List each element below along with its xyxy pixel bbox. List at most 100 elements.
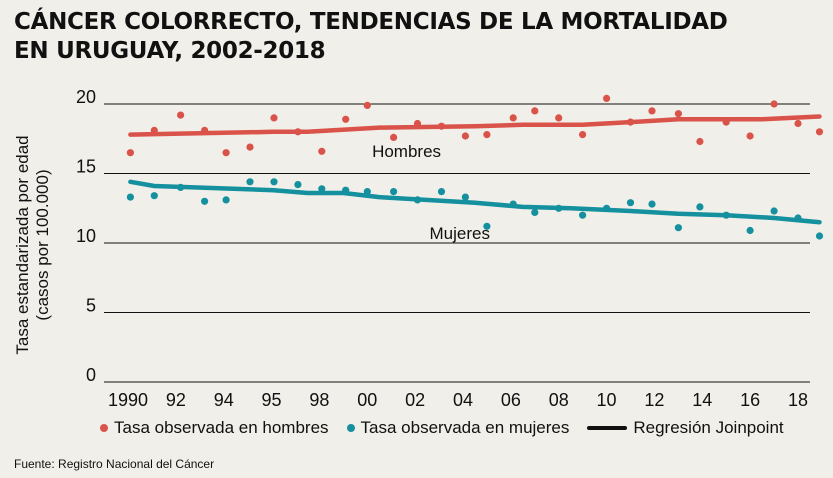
annotation-1: Mujeres bbox=[430, 224, 490, 243]
men-point-16 bbox=[509, 114, 517, 122]
women-point-18 bbox=[555, 204, 563, 212]
women-point-6 bbox=[270, 178, 278, 186]
women-point-16 bbox=[509, 200, 517, 208]
x-tick-94: 94 bbox=[214, 390, 234, 410]
y-tick-15: 15 bbox=[76, 157, 96, 177]
women-point-9 bbox=[342, 186, 350, 194]
y-tick-labels: 0 5 10 15 20 bbox=[76, 87, 96, 385]
legend-women-label: Tasa observada en mujeres bbox=[360, 418, 570, 437]
men-point-5 bbox=[246, 143, 254, 151]
men-point-8 bbox=[318, 147, 326, 155]
x-tick-labels: 1990 92 94 95 98 00 02 04 06 08 10 12 14 16 18 bbox=[108, 390, 808, 410]
regression-lines bbox=[128, 114, 822, 225]
men-point-22 bbox=[648, 107, 656, 115]
x-tick-98: 98 bbox=[309, 390, 329, 410]
y-tick-20: 20 bbox=[76, 87, 96, 107]
chart-title-line1: CÁNCER COLORRECTO, TENDENCIAS DE LA MORT… bbox=[14, 9, 728, 35]
women-point-11 bbox=[390, 188, 398, 196]
women-point-4 bbox=[222, 196, 230, 204]
men-point-23 bbox=[674, 110, 683, 118]
x-tick-1990: 1990 bbox=[108, 390, 148, 410]
women-point-7 bbox=[294, 181, 302, 189]
chart-title-line2: EN URUGUAY, 2002-2018 bbox=[14, 38, 326, 64]
y-axis-label-line1: Tasa estandarizada por edad bbox=[13, 135, 32, 354]
men-point-27 bbox=[770, 100, 778, 108]
men-point-0 bbox=[126, 149, 134, 157]
women-point-28 bbox=[794, 214, 802, 222]
x-tick-02: 02 bbox=[405, 390, 425, 410]
men-point-26 bbox=[746, 132, 754, 140]
women-point-21 bbox=[626, 199, 635, 207]
men-point-24 bbox=[696, 137, 704, 146]
legend-item-regression: Regresión Joinpoint bbox=[587, 418, 784, 438]
x-tick-12: 12 bbox=[644, 390, 664, 410]
y-tick-10: 10 bbox=[76, 226, 96, 246]
x-tick-10: 10 bbox=[597, 390, 617, 410]
legend-women-dot bbox=[346, 424, 355, 432]
men-point-15 bbox=[483, 131, 491, 139]
men-point-11 bbox=[390, 133, 398, 141]
women-point-0 bbox=[126, 193, 134, 201]
source-note: Fuente: Registro Nacional del Cáncer bbox=[14, 457, 215, 471]
men-point-9 bbox=[342, 115, 350, 123]
men-point-4 bbox=[222, 149, 230, 157]
x-tick-16: 16 bbox=[740, 390, 760, 410]
women-point-15 bbox=[483, 222, 491, 230]
men-point-20 bbox=[603, 94, 611, 102]
women-point-26 bbox=[746, 226, 754, 235]
men-point-3 bbox=[201, 126, 209, 134]
women-point-10 bbox=[363, 188, 371, 196]
men-point-12 bbox=[413, 119, 422, 128]
men-point-7 bbox=[294, 128, 302, 136]
women-point-3 bbox=[201, 197, 209, 205]
men-point-13 bbox=[437, 122, 446, 130]
men-point-17 bbox=[531, 107, 539, 115]
women-point-14 bbox=[461, 193, 469, 201]
men-point-19 bbox=[579, 131, 587, 139]
men-point-29 bbox=[815, 128, 824, 136]
annotation-0: Hombres bbox=[372, 142, 441, 161]
x-tick-06: 06 bbox=[501, 390, 521, 410]
men-point-1 bbox=[150, 126, 158, 134]
women-point-1 bbox=[150, 192, 158, 200]
chart-title: CÁNCER COLORRECTO, TENDENCIAS DE LA MORT… bbox=[14, 8, 814, 66]
women-point-20 bbox=[603, 204, 611, 212]
women-point-2 bbox=[177, 183, 185, 191]
x-tick-14: 14 bbox=[692, 390, 712, 410]
regression-line-regression_women bbox=[128, 179, 822, 225]
x-tick-00: 00 bbox=[357, 390, 377, 410]
legend-regression-swatch bbox=[587, 426, 628, 430]
x-tick-08: 08 bbox=[549, 390, 569, 410]
y-tick-0: 0 bbox=[86, 365, 96, 385]
observed-points bbox=[126, 94, 824, 240]
men-point-25 bbox=[722, 118, 730, 126]
series-annotations: Hombres Mujeres bbox=[372, 142, 490, 243]
women-point-24 bbox=[696, 203, 704, 211]
men-point-28 bbox=[794, 119, 802, 128]
men-point-6 bbox=[270, 114, 278, 122]
women-point-19 bbox=[579, 211, 587, 219]
men-point-2 bbox=[177, 111, 185, 119]
legend-regression-label: Regresión Joinpoint bbox=[633, 418, 784, 437]
y-tick-5: 5 bbox=[86, 296, 96, 316]
y-axis-label-line2: (casos por 100.000) bbox=[33, 169, 52, 320]
regression-line-regression_men bbox=[128, 114, 822, 137]
legend: Tasa observada en hombres Tasa observada… bbox=[100, 418, 784, 438]
grid-lines bbox=[104, 103, 810, 383]
women-point-29 bbox=[815, 232, 824, 240]
women-point-5 bbox=[246, 178, 254, 186]
men-point-10 bbox=[363, 101, 371, 109]
x-tick-18: 18 bbox=[788, 390, 808, 410]
x-tick-95: 95 bbox=[262, 390, 282, 410]
legend-men-dot bbox=[100, 424, 108, 432]
legend-men-label: Tasa observada en hombres bbox=[114, 418, 329, 437]
men-point-18 bbox=[555, 114, 563, 122]
women-point-27 bbox=[770, 207, 778, 215]
x-tick-92: 92 bbox=[166, 390, 186, 410]
legend-item-women: Tasa observada en mujeres bbox=[346, 418, 570, 438]
men-point-14 bbox=[461, 132, 469, 140]
women-point-23 bbox=[674, 224, 683, 232]
women-point-12 bbox=[413, 196, 422, 204]
women-point-25 bbox=[722, 211, 730, 219]
women-point-13 bbox=[437, 188, 446, 196]
